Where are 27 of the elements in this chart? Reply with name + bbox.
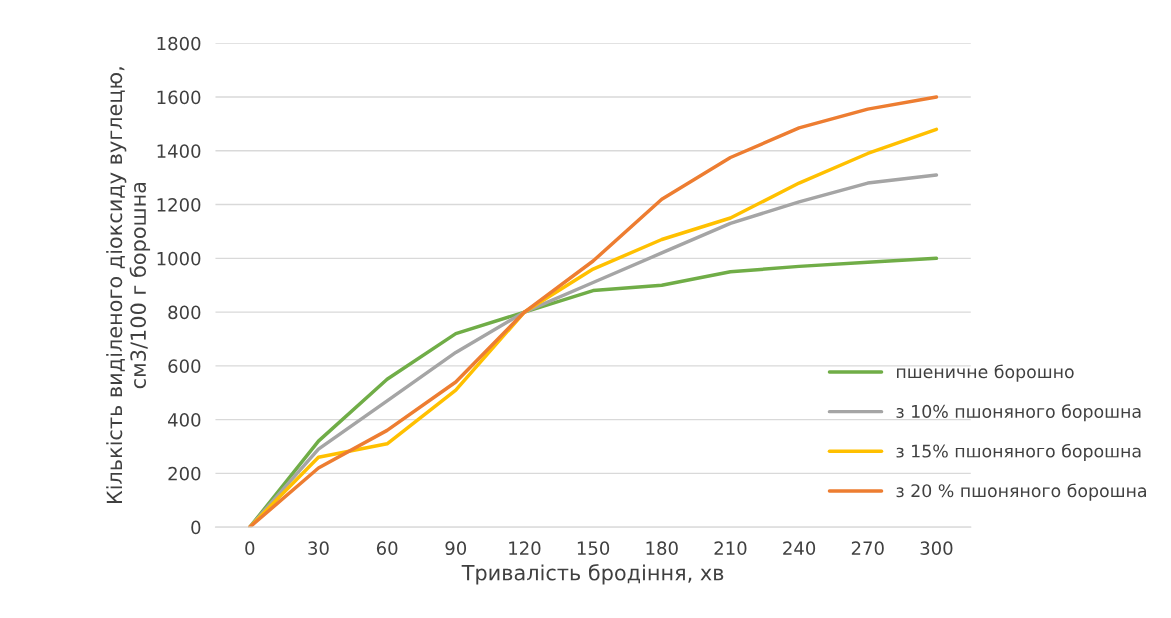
y-tick-label: 1800 [157,36,201,51]
x-axis-title: Тривалість бродіння, хв [461,564,724,585]
y-tick-label: 1200 [157,198,201,212]
y-tick-label: 1600 [157,90,201,105]
x-tick-label: 300 [920,541,953,556]
y-axis-title: Кількість виділеного діоксиду вуглецю, см3/100 г борошна [106,67,151,504]
x-tick-label: 270 [851,541,884,556]
y-tick-label: 400 [167,413,201,427]
y-tick-label: 1000 [157,251,201,266]
legend-label: з 15% пшоняного борошна [896,443,1141,461]
legend-label: з 20 % пшоняного борошна [896,483,1146,501]
x-tick-label: 240 [783,541,816,556]
x-tick-label: 150 [577,541,610,556]
y-tick-label: 0 [191,520,201,535]
y-tick-label: 600 [168,359,201,373]
x-tick-label: 30 [308,541,329,556]
x-tick-label: 120 [509,541,541,556]
x-tick-label: 0 [245,541,255,556]
x-tick-label: 90 [445,541,467,556]
x-tick-label: 60 [376,541,398,556]
y-tick-label: 200 [168,466,201,481]
x-tick-label: 210 [714,541,747,556]
y-tick-label: 1400 [157,144,201,158]
y-tick-label: 800 [168,305,201,320]
legend-label: з 10% пшоняного борошна [896,404,1141,422]
legend-label: пшеничне борошно [897,364,1074,382]
x-tick-label: 180 [646,541,678,556]
